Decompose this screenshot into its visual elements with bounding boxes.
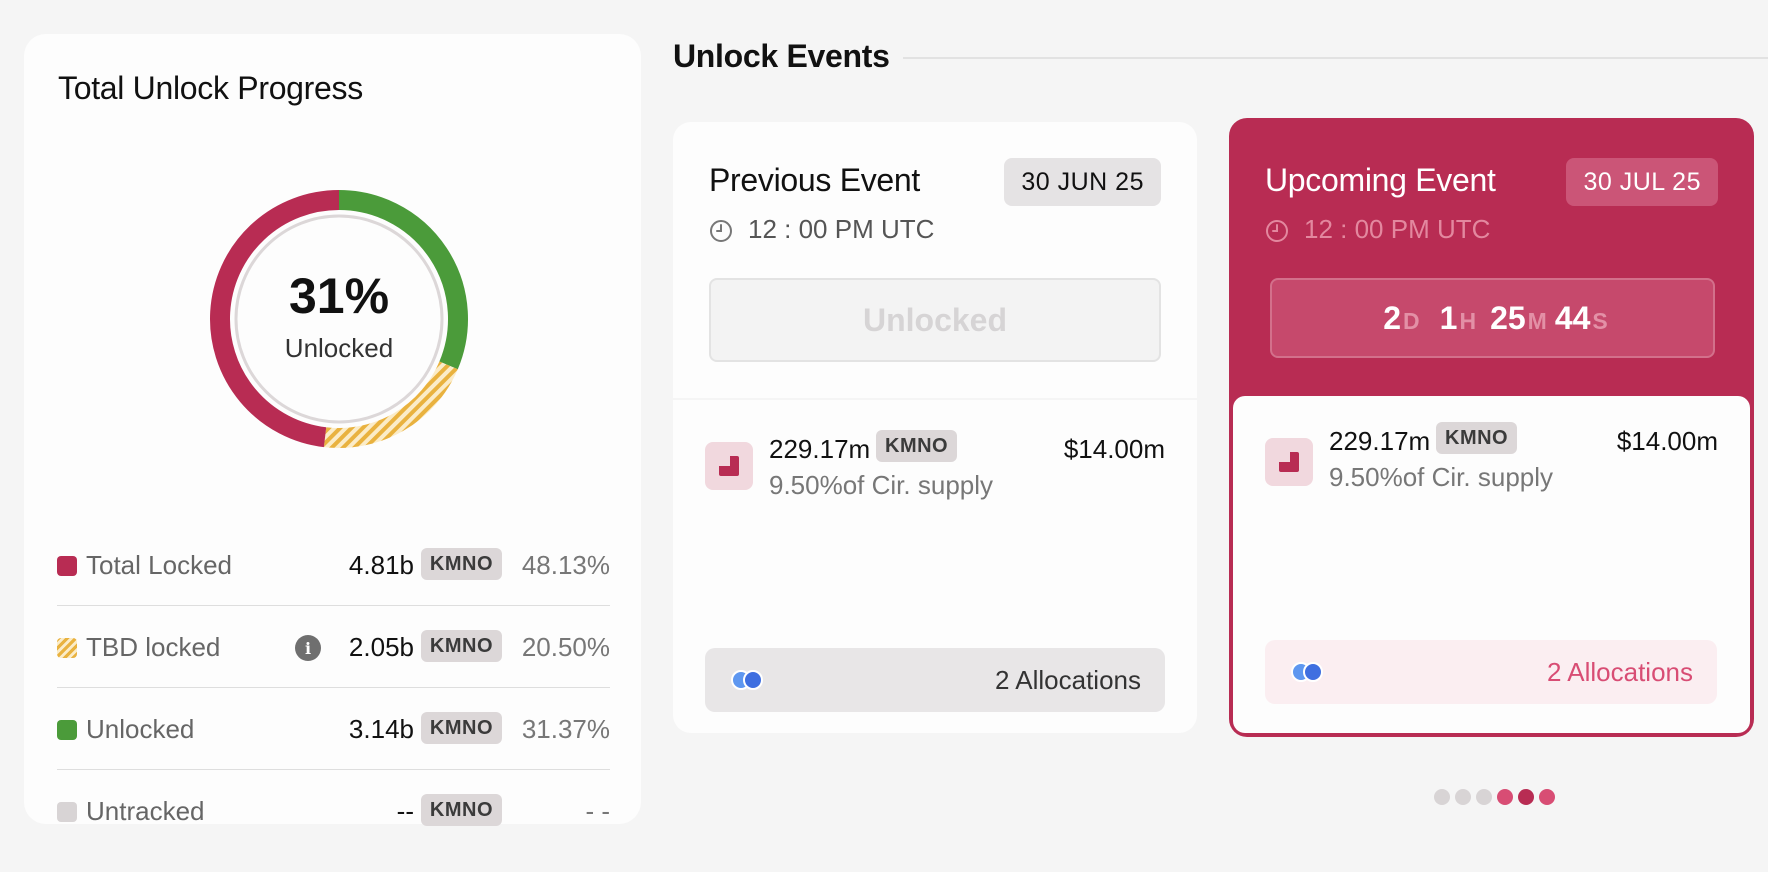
donut-segment-tbd-locked xyxy=(323,361,458,448)
legend-amount: 3.14b xyxy=(348,714,414,744)
circulating-supply: 9.50%of Cir. supply xyxy=(769,470,994,500)
legend-amount: -- xyxy=(396,796,414,826)
event-header: Previous Event 30 JUN 25 12 : 00 PM UTC … xyxy=(673,122,1197,398)
section-divider xyxy=(903,57,1768,59)
pagination-dot[interactable] xyxy=(1497,789,1513,805)
upcoming-event-card[interactable]: Upcoming Event 30 JUL 25 12 : 00 PM UTC … xyxy=(1229,118,1754,737)
allocation-amount: 229.17m xyxy=(769,434,871,464)
event-title: Upcoming Event xyxy=(1265,162,1496,198)
token-badge: KMNO xyxy=(420,712,502,744)
section-title: Unlock Events xyxy=(673,38,890,74)
pagination-dot[interactable] xyxy=(1455,789,1471,805)
unlocked-percent: 31% xyxy=(288,267,390,324)
donut-segment-total-locked xyxy=(210,190,340,448)
legend-row-untracked: Untracked -- KMNO - - xyxy=(57,770,610,852)
pagination-dot[interactable] xyxy=(1539,789,1555,805)
event-time-text: 12 : 00 PM UTC xyxy=(748,214,935,244)
token-badge: KMNO xyxy=(876,430,958,462)
token-badge: KMNO xyxy=(420,630,502,662)
allocations-count: 2 Allocations xyxy=(1547,657,1693,687)
unlocked-swatch xyxy=(57,720,77,740)
pagination-dot[interactable] xyxy=(1518,789,1534,805)
legend-label: TBD locked xyxy=(86,632,221,662)
unlock-donut-chart: 31% Unlocked xyxy=(189,169,489,469)
legend-row-total-locked: Total Locked 4.81b KMNO 48.13% xyxy=(57,524,610,606)
legend-percent: 31.37% xyxy=(521,714,610,744)
token-badge: KMNO xyxy=(1436,422,1518,454)
allocations-button[interactable]: 2 Allocations xyxy=(1265,640,1717,704)
allocations-count: 2 Allocations xyxy=(995,665,1141,695)
info-icon[interactable]: i xyxy=(295,635,321,661)
event-date-badge: 30 JUL 25 xyxy=(1566,158,1718,206)
event-allocation-panel: 229.17m KMNO $14.00m 9.50%of Cir. supply… xyxy=(1233,396,1750,733)
legend-row-unlocked: Unlocked 3.14b KMNO 31.37% xyxy=(57,688,610,770)
unlock-legend: Total Locked 4.81b KMNO 48.13% TBD locke… xyxy=(57,524,610,852)
unlocked-status: Unlocked xyxy=(709,278,1161,362)
carousel-pagination xyxy=(1434,789,1560,805)
countdown-seconds: 44 S xyxy=(1554,299,1608,336)
unlocked-caption: Unlocked xyxy=(284,332,394,363)
legend-amount: 2.05b xyxy=(348,632,414,662)
allocation-value: $14.00m xyxy=(1063,434,1165,464)
event-time: 12 : 00 PM UTC xyxy=(709,214,934,245)
event-time-text: 12 : 00 PM UTC xyxy=(1304,214,1491,244)
token-badge: KMNO xyxy=(420,794,502,826)
donut-inner-ring xyxy=(234,214,444,424)
legend-percent: - - xyxy=(585,796,610,826)
allocation-avatars-icon xyxy=(731,670,771,690)
legend-amount: 4.81b xyxy=(348,550,414,580)
allocation-avatars-icon xyxy=(1291,662,1331,682)
donut-svg xyxy=(210,190,468,448)
clock-icon xyxy=(710,219,732,242)
countdown-minutes: 25 M xyxy=(1490,299,1547,336)
legend-label: Untracked xyxy=(86,796,205,826)
legend-row-tbd-locked: TBD locked i 2.05b KMNO 20.50% xyxy=(57,606,610,688)
total-unlock-progress-card: Total Unlock Progress 31% Unlocked Total… xyxy=(24,34,641,826)
untracked-swatch xyxy=(57,802,77,822)
legend-label: Unlocked xyxy=(86,714,195,744)
allocations-button[interactable]: 2 Allocations xyxy=(705,648,1165,712)
pagination-dot[interactable] xyxy=(1434,789,1450,805)
circulating-supply: 9.50%of Cir. supply xyxy=(1329,462,1554,492)
allocation-amount: 229.17m xyxy=(1329,426,1431,456)
previous-event-card[interactable]: Previous Event 30 JUN 25 12 : 00 PM UTC … xyxy=(673,122,1197,733)
legend-percent: 20.50% xyxy=(521,632,610,662)
total-locked-swatch xyxy=(57,556,77,576)
donut-segment-unlocked xyxy=(338,190,468,370)
donut-center: 31% Unlocked xyxy=(189,169,489,469)
tbd-locked-swatch xyxy=(57,638,77,658)
allocation-icon xyxy=(705,442,753,490)
token-badge: KMNO xyxy=(420,548,502,580)
legend-percent: 48.13% xyxy=(521,550,610,580)
event-title: Previous Event xyxy=(709,162,921,198)
clock-icon xyxy=(1266,219,1288,242)
card-title: Total Unlock Progress xyxy=(58,70,363,106)
event-date-badge: 30 JUN 25 xyxy=(1004,158,1161,206)
legend-label: Total Locked xyxy=(86,550,232,580)
event-allocation-panel: 229.17m KMNO $14.00m 9.50%of Cir. supply… xyxy=(673,400,1197,733)
allocation-icon xyxy=(1265,438,1313,486)
pagination-dot[interactable] xyxy=(1476,789,1492,805)
event-time: 12 : 00 PM UTC xyxy=(1265,214,1490,245)
allocation-value: $14.00m xyxy=(1616,426,1718,456)
